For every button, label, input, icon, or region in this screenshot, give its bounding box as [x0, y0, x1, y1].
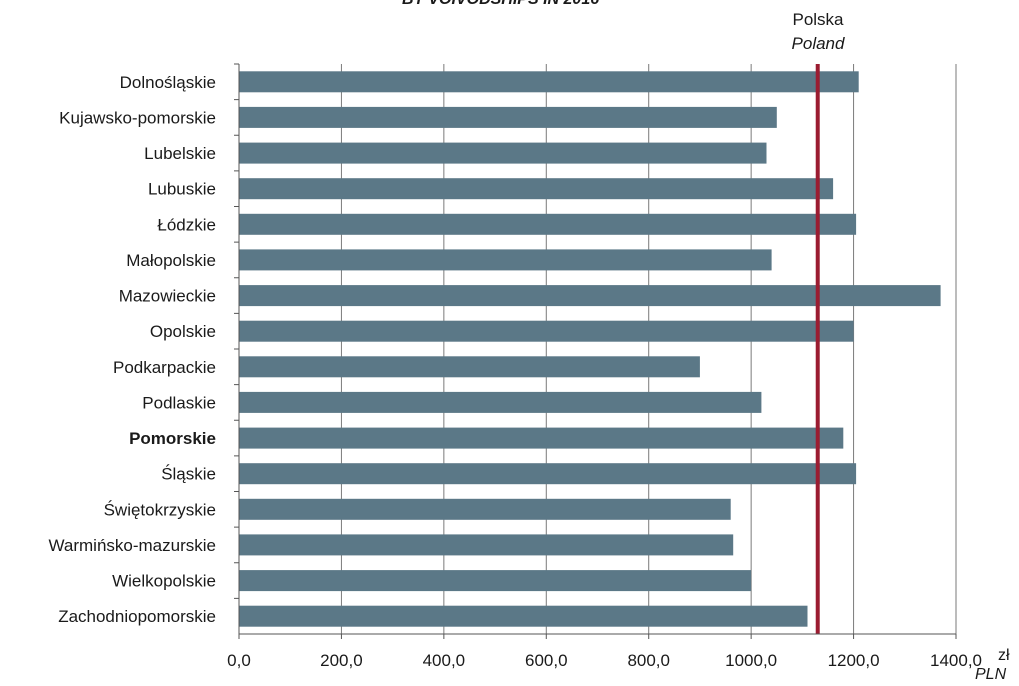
bar: [239, 106, 777, 128]
bar: [239, 142, 767, 164]
x-tick-label: 600,0: [525, 651, 568, 670]
bar: [239, 463, 857, 485]
x-tick-label: 1400,0: [930, 651, 982, 670]
category-label: Podkarpackie: [113, 358, 216, 377]
x-tick-label: 200,0: [320, 651, 363, 670]
bar: [239, 249, 772, 271]
category-label: Mazowieckie: [119, 287, 216, 306]
bar: [239, 320, 854, 342]
bar: [239, 427, 844, 449]
category-label: Warmińsko-mazurskie: [48, 536, 216, 555]
x-tick-label: 400,0: [423, 651, 466, 670]
x-unit-label: zł: [998, 647, 1010, 664]
bar: [239, 213, 857, 235]
bar: [239, 605, 808, 627]
bar: [239, 356, 700, 378]
category-label: Małopolskie: [126, 251, 216, 270]
x-tick-label: 1200,0: [828, 651, 880, 670]
bar: [239, 534, 734, 556]
x-tick-label: 800,0: [627, 651, 670, 670]
category-label: Łódzkie: [157, 215, 216, 234]
chart-title-text: BY VOIVODSHIPS IN 2016: [402, 0, 599, 9]
category-label: Opolskie: [150, 322, 216, 341]
x-tick-label: 1000,0: [725, 651, 777, 670]
category-label: Lubelskie: [144, 144, 216, 163]
bar: [239, 178, 834, 200]
bar: [239, 498, 731, 520]
bar: [239, 391, 762, 413]
category-label: Dolnośląskie: [120, 73, 216, 92]
bar: [239, 71, 859, 93]
reference-line-label: Polska: [792, 10, 844, 29]
category-label: Zachodniopomorskie: [58, 607, 216, 626]
category-label: Świętokrzyskie: [104, 500, 216, 519]
x-unit-label-en: PLN: [975, 666, 1007, 683]
category-label: Pomorskie: [129, 429, 216, 448]
category-label: Śląskie: [161, 465, 216, 484]
category-labels: Dolnośląskie Kujawsko-pomorskie Lubelskie L…: [48, 73, 216, 626]
bars: [239, 71, 941, 627]
x-tick-label: 0,0: [227, 651, 251, 670]
category-label: Wielkopolskie: [112, 572, 216, 591]
bar: [239, 285, 941, 307]
category-label: Podlaskie: [142, 393, 216, 412]
chart-title: BY VOIVODSHIPS IN 2016: [0, 0, 1019, 13]
category-label: Kujawsko-pomorskie: [59, 108, 216, 127]
bar: [239, 570, 752, 592]
tick-labels: 0,0 200,0 400,0 600,0 800,0 1000,0 1200,0 1400,…: [227, 651, 982, 670]
reference-line-label-en: Poland: [791, 34, 845, 53]
category-label: Lubuskie: [148, 180, 216, 199]
axes: [234, 63, 957, 639]
